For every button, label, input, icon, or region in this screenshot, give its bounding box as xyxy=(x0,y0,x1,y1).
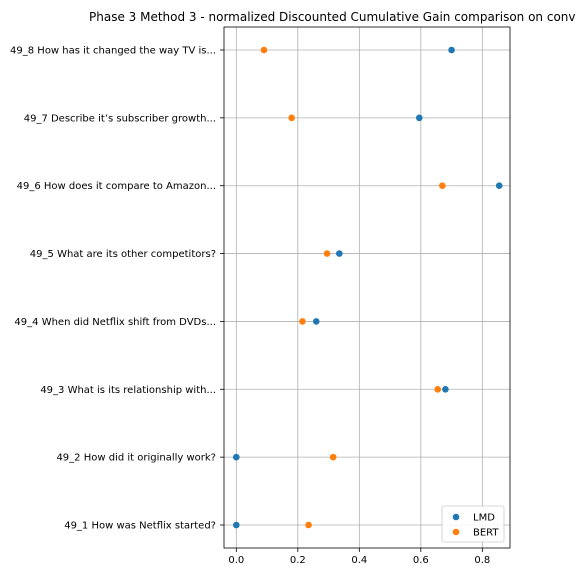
point-lmd xyxy=(233,453,240,461)
x-tick-label: 0.0 xyxy=(228,555,244,566)
point-bert xyxy=(329,453,337,461)
point-bert xyxy=(434,385,442,393)
data-points xyxy=(233,46,503,529)
chart-title: Phase 3 Method 3 - normalized Discounted… xyxy=(89,10,576,24)
point-lmd xyxy=(233,521,240,529)
y-tick-label: 49_6 How does it compare to Amazon... xyxy=(17,181,216,192)
y-tick-label: 49_8 How has it changed the way TV is... xyxy=(10,46,216,57)
point-bert xyxy=(299,318,306,325)
x-tick-label: 0.4 xyxy=(351,555,367,566)
axes: 0.0 0.2 0.4 0.6 0.8 49_1 How was Netflix star… xyxy=(10,26,511,566)
point-bert xyxy=(323,250,331,257)
y-tick-label: 49_3 What is its relationship with... xyxy=(40,385,216,396)
y-tick-label: 49_5 What are its other competitors? xyxy=(30,249,216,260)
grid xyxy=(224,27,510,548)
x-tick-label: 0.2 xyxy=(290,555,306,566)
point-lmd xyxy=(336,250,343,257)
y-tick-label: 49_2 How did it originally work? xyxy=(56,453,216,464)
plot-frame xyxy=(223,26,511,549)
y-tick-label: 49_7 Describe it’s subscriber growth... xyxy=(24,113,216,124)
y-tick-label: 49_4 When did Netflix shift from DVDs... xyxy=(14,317,216,328)
x-tick-label: 0.6 xyxy=(413,555,429,566)
point-lmd xyxy=(415,114,423,122)
legend-label-lmd: LMD xyxy=(473,513,495,524)
point-bert xyxy=(439,182,446,190)
point-lmd xyxy=(442,385,449,393)
point-bert xyxy=(260,46,268,54)
legend-marker-bert xyxy=(452,528,460,536)
point-lmd xyxy=(312,318,320,325)
y-tick-label: 49_1 How was Netflix started? xyxy=(64,521,216,532)
point-bert xyxy=(305,521,312,529)
legend-label-bert: BERT xyxy=(473,528,499,539)
point-bert xyxy=(288,114,295,122)
point-lmd xyxy=(448,46,455,54)
point-lmd xyxy=(495,182,503,190)
legend-marker-lmd xyxy=(452,513,460,521)
x-tick-label: 0.8 xyxy=(474,555,490,566)
legend: LMD BERT xyxy=(441,505,505,543)
